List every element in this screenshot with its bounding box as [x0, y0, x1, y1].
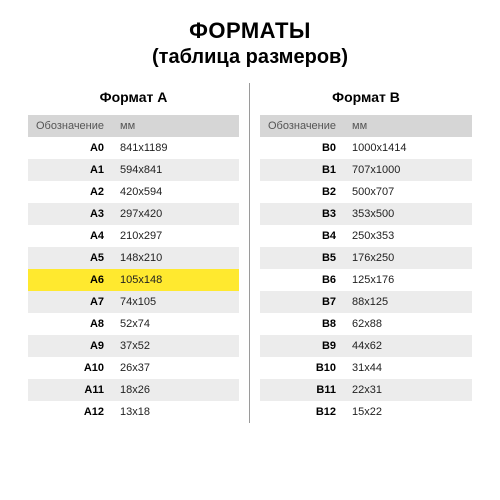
- table-row: A774x105: [28, 291, 239, 313]
- title-block: ФОРМАТЫ (таблица размеров): [28, 18, 472, 69]
- table-a-rows: A0841x1189A1594x841A2420x594A3297x420A42…: [28, 137, 239, 423]
- table-b-col2-header: мм: [344, 115, 472, 137]
- table-a-col1-header: Обозначение: [28, 115, 112, 137]
- row-designation: A8: [28, 313, 112, 335]
- row-dimensions: 15x22: [344, 401, 472, 423]
- row-dimensions: 210x297: [112, 225, 239, 247]
- table-row: A5148x210: [28, 247, 239, 269]
- row-dimensions: 26x37: [112, 357, 239, 379]
- table-a-header: Обозначение мм: [28, 115, 239, 137]
- table-row: B788x125: [260, 291, 472, 313]
- table-row: A0841x1189: [28, 137, 239, 159]
- row-dimensions: 31x44: [344, 357, 472, 379]
- row-designation: B2: [260, 181, 344, 203]
- row-designation: B4: [260, 225, 344, 247]
- table-row: B5176x250: [260, 247, 472, 269]
- row-designation: B0: [260, 137, 344, 159]
- row-designation: B3: [260, 203, 344, 225]
- row-dimensions: 176x250: [344, 247, 472, 269]
- row-designation: A2: [28, 181, 112, 203]
- row-designation: A4: [28, 225, 112, 247]
- row-dimensions: 841x1189: [112, 137, 239, 159]
- row-dimensions: 420x594: [112, 181, 239, 203]
- row-designation: B11: [260, 379, 344, 401]
- table-b: Формат B Обозначение мм B01000x1414B1707…: [250, 83, 472, 423]
- row-dimensions: 37x52: [112, 335, 239, 357]
- table-row: A4210x297: [28, 225, 239, 247]
- row-dimensions: 353x500: [344, 203, 472, 225]
- row-designation: A9: [28, 335, 112, 357]
- tables-wrapper: Формат А Обозначение мм A0841x1189A1594x…: [28, 83, 472, 423]
- table-b-title: Формат B: [260, 83, 472, 115]
- row-dimensions: 105x148: [112, 269, 239, 291]
- table-row: A1118x26: [28, 379, 239, 401]
- table-row: B6125x176: [260, 269, 472, 291]
- table-b-header: Обозначение мм: [260, 115, 472, 137]
- table-row: A3297x420: [28, 203, 239, 225]
- row-dimensions: 297x420: [112, 203, 239, 225]
- row-designation: A12: [28, 401, 112, 423]
- row-dimensions: 500x707: [344, 181, 472, 203]
- page-title: ФОРМАТЫ: [28, 18, 472, 44]
- table-b-col1-header: Обозначение: [260, 115, 344, 137]
- table-a-title: Формат А: [28, 83, 239, 115]
- page-subtitle: (таблица размеров): [28, 46, 472, 69]
- row-dimensions: 52x74: [112, 313, 239, 335]
- table-row: B944x62: [260, 335, 472, 357]
- row-dimensions: 13x18: [112, 401, 239, 423]
- table-a-col2-header: мм: [112, 115, 239, 137]
- row-designation: B8: [260, 313, 344, 335]
- row-designation: B5: [260, 247, 344, 269]
- row-designation: B1: [260, 159, 344, 181]
- table-row: A6105x148: [28, 269, 239, 291]
- table-row: B1031x44: [260, 357, 472, 379]
- row-dimensions: 125x176: [344, 269, 472, 291]
- row-dimensions: 1000x1414: [344, 137, 472, 159]
- page-container: ФОРМАТЫ (таблица размеров) Формат А Обоз…: [0, 0, 500, 423]
- table-row: A852x74: [28, 313, 239, 335]
- row-dimensions: 44x62: [344, 335, 472, 357]
- row-designation: A11: [28, 379, 112, 401]
- row-dimensions: 74x105: [112, 291, 239, 313]
- table-row: A1594x841: [28, 159, 239, 181]
- row-designation: A0: [28, 137, 112, 159]
- table-row: B01000x1414: [260, 137, 472, 159]
- table-row: B862x88: [260, 313, 472, 335]
- row-dimensions: 18x26: [112, 379, 239, 401]
- row-designation: B7: [260, 291, 344, 313]
- row-dimensions: 62x88: [344, 313, 472, 335]
- table-row: B4250x353: [260, 225, 472, 247]
- table-row: A2420x594: [28, 181, 239, 203]
- row-designation: B6: [260, 269, 344, 291]
- row-designation: B9: [260, 335, 344, 357]
- table-row: A1026x37: [28, 357, 239, 379]
- table-row: B1215x22: [260, 401, 472, 423]
- row-designation: A10: [28, 357, 112, 379]
- table-row: B3353x500: [260, 203, 472, 225]
- row-dimensions: 88x125: [344, 291, 472, 313]
- table-row: B1122x31: [260, 379, 472, 401]
- table-row: B2500x707: [260, 181, 472, 203]
- table-row: B1707x1000: [260, 159, 472, 181]
- row-designation: A5: [28, 247, 112, 269]
- row-dimensions: 148x210: [112, 247, 239, 269]
- row-designation: A1: [28, 159, 112, 181]
- row-designation: A6: [28, 269, 112, 291]
- row-designation: B10: [260, 357, 344, 379]
- table-row: A1213x18: [28, 401, 239, 423]
- row-designation: A7: [28, 291, 112, 313]
- table-row: A937x52: [28, 335, 239, 357]
- row-dimensions: 707x1000: [344, 159, 472, 181]
- row-dimensions: 22x31: [344, 379, 472, 401]
- row-dimensions: 594x841: [112, 159, 239, 181]
- table-a: Формат А Обозначение мм A0841x1189A1594x…: [28, 83, 250, 423]
- table-b-rows: B01000x1414B1707x1000B2500x707B3353x500B…: [260, 137, 472, 423]
- row-dimensions: 250x353: [344, 225, 472, 247]
- row-designation: A3: [28, 203, 112, 225]
- row-designation: B12: [260, 401, 344, 423]
